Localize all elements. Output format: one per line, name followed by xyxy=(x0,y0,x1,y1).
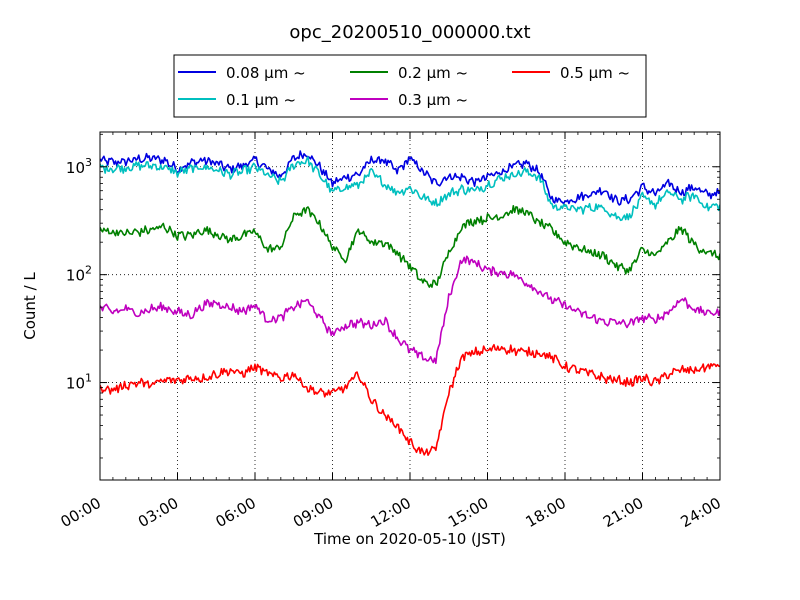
x-tick-label: 15:00 xyxy=(445,494,491,531)
x-axis-label: Time on 2020-05-10 (JST) xyxy=(313,530,506,548)
grid-lines xyxy=(100,132,720,480)
x-tick-label: 21:00 xyxy=(600,494,646,531)
y-tick-label: 102 xyxy=(66,264,92,285)
x-tick-label: 06:00 xyxy=(213,494,259,531)
x-tick-label: 03:00 xyxy=(135,494,181,531)
series-line xyxy=(100,255,720,365)
legend-box xyxy=(173,54,647,118)
y-tick-label: 103 xyxy=(66,156,92,177)
series-line xyxy=(100,205,720,288)
x-tick-label: 24:00 xyxy=(678,494,724,531)
y-axis-label: Count / L xyxy=(21,272,39,340)
legend-label: 0.08 μm ~ xyxy=(226,64,306,82)
axis-ticks xyxy=(99,132,721,480)
series-lines xyxy=(100,150,720,456)
x-tick-label: 12:00 xyxy=(368,494,414,531)
x-tick-label: 09:00 xyxy=(290,494,336,531)
legend-label: 0.2 μm ~ xyxy=(398,64,468,82)
x-tick-label: 18:00 xyxy=(523,494,569,531)
x-tick-label: 00:00 xyxy=(58,494,104,531)
legend-label: 0.1 μm ~ xyxy=(226,91,296,109)
legend: 0.08 μm ~ 0.1 μm ~ 0.2 μm ~ 0.3 μm ~ 0.5 μm … xyxy=(173,54,647,118)
legend-label: 0.5 μm ~ xyxy=(560,64,630,82)
y-tick-label: 101 xyxy=(66,372,92,393)
series-line xyxy=(100,156,720,222)
chart-title: opc_20200510_000000.txt xyxy=(289,22,530,43)
series-line xyxy=(100,150,720,206)
series-line xyxy=(100,343,720,456)
legend-label: 0.3 μm ~ xyxy=(398,91,468,109)
tick-labels: 00:00 03:00 06:00 09:00 12:00 15:00 18:00 21:00… xyxy=(58,156,724,531)
